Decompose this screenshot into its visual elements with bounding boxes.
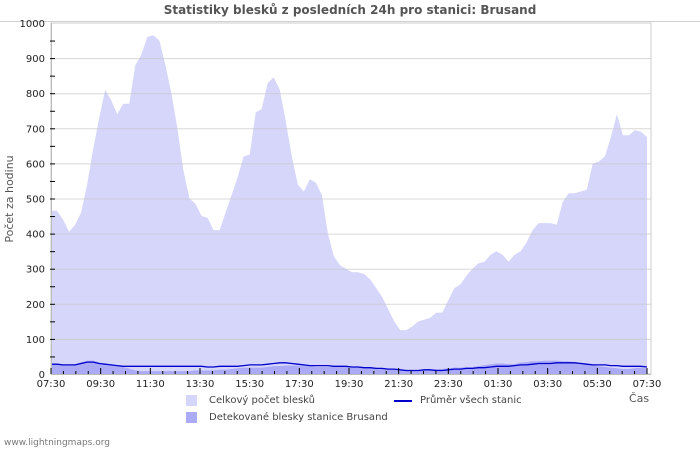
x-tick-label: 05:30 [583, 379, 612, 390]
series-area [51, 35, 647, 375]
chart-title: Statistiky blesků z posledních 24h pro s… [163, 3, 537, 17]
x-tick-label: 11:30 [136, 379, 165, 390]
y-tick-label: 100 [26, 335, 45, 346]
y-tick-label: 800 [26, 89, 45, 100]
x-tick-label: 13:30 [186, 379, 215, 390]
x-tick-label: 19:30 [335, 379, 364, 390]
footer-source: www.lightningmaps.org [4, 438, 110, 448]
y-tick-label: 200 [26, 300, 45, 311]
x-tick-label: 01:30 [484, 379, 513, 390]
title-divider [0, 21, 700, 22]
y-tick-label: 600 [26, 159, 45, 170]
x-tick-label: 23:30 [434, 379, 463, 390]
y-tick-label: 500 [26, 195, 45, 206]
x-tick-label: 15:30 [235, 379, 264, 390]
x-tick-label: 03:30 [533, 379, 562, 390]
y-axis-label: Počet za hodinu [3, 155, 16, 242]
x-tick-label: 17:30 [285, 379, 314, 390]
x-tick-label: 07:30 [37, 379, 66, 390]
y-tick-label: 900 [26, 54, 45, 65]
x-tick-label: 09:30 [86, 379, 115, 390]
average-line [51, 361, 648, 372]
y-tick-label: 400 [26, 230, 45, 241]
y-tick-label: 300 [26, 265, 45, 276]
x-axis-label: Čas [629, 392, 650, 405]
x-tick-label: 21:30 [384, 379, 413, 390]
y-tick-label: 1000 [20, 19, 45, 30]
y-tick-label: 0 [39, 370, 45, 381]
x-tick-label: 07:30 [633, 379, 662, 390]
y-tick-label: 700 [26, 124, 45, 135]
